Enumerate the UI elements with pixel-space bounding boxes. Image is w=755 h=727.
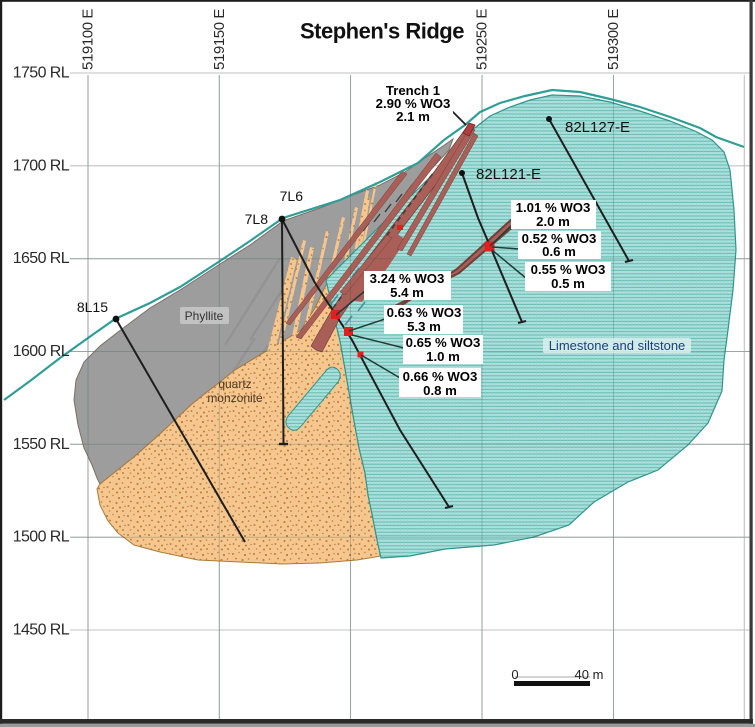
svg-text:519150 E: 519150 E [211, 9, 228, 70]
svg-text:0.52 % WO3: 0.52 % WO3 [522, 231, 597, 246]
svg-text:0: 0 [511, 667, 518, 682]
svg-text:1550 RL: 1550 RL [13, 436, 70, 453]
svg-text:0.55 % WO3: 0.55 % WO3 [531, 262, 606, 277]
svg-text:5.4 m: 5.4 m [390, 285, 424, 300]
svg-text:519250 E: 519250 E [474, 9, 491, 70]
svg-text:519100 E: 519100 E [80, 9, 97, 70]
svg-text:82L121-E: 82L121-E [476, 166, 541, 183]
svg-text:0.8 m: 0.8 m [423, 383, 457, 398]
svg-text:1750 RL: 1750 RL [13, 65, 70, 82]
svg-text:Limestone and siltstone: Limestone and siltstone [549, 338, 686, 353]
svg-text:1.0 m: 1.0 m [426, 349, 460, 364]
svg-text:0.65 % WO3: 0.65 % WO3 [406, 335, 481, 350]
svg-text:quartz: quartz [218, 377, 251, 391]
svg-text:2.90 % WO3: 2.90 % WO3 [376, 96, 451, 111]
svg-text:Stephen's Ridge: Stephen's Ridge [300, 19, 464, 44]
svg-text:0.5 m: 0.5 m [551, 276, 585, 291]
svg-text:0.66 % WO3: 0.66 % WO3 [403, 369, 478, 384]
svg-text:5.3 m: 5.3 m [407, 319, 441, 334]
svg-text:1700 RL: 1700 RL [13, 157, 70, 174]
svg-text:1.01 % WO3: 1.01 % WO3 [516, 200, 591, 215]
svg-text:1650 RL: 1650 RL [13, 250, 70, 267]
svg-text:0.6 m: 0.6 m [542, 244, 576, 259]
svg-text:3.24 % WO3: 3.24 % WO3 [370, 271, 445, 286]
svg-text:82L127-E: 82L127-E [565, 119, 630, 136]
svg-text:8L15: 8L15 [77, 299, 108, 315]
svg-text:1500 RL: 1500 RL [13, 529, 70, 546]
svg-text:519300 E: 519300 E [605, 9, 622, 70]
svg-text:40 m: 40 m [575, 667, 604, 682]
svg-text:Phyllite: Phyllite [185, 309, 224, 323]
svg-text:2.1 m: 2.1 m [396, 109, 430, 124]
svg-text:monzonite: monzonite [207, 391, 263, 405]
svg-text:1450 RL: 1450 RL [13, 622, 70, 639]
svg-text:2.0 m: 2.0 m [536, 214, 570, 229]
svg-text:7L8: 7L8 [245, 211, 269, 227]
svg-text:Trench 1: Trench 1 [386, 83, 440, 98]
svg-text:7L6: 7L6 [280, 188, 304, 204]
svg-text:1600 RL: 1600 RL [13, 343, 70, 360]
svg-text:0.63 % WO3: 0.63 % WO3 [387, 305, 462, 320]
